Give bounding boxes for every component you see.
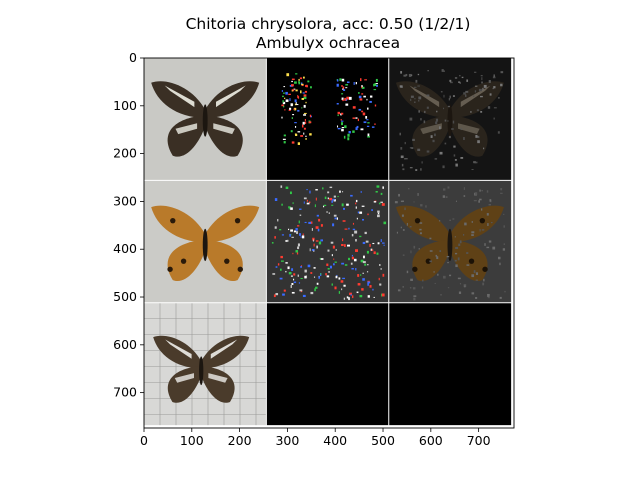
y-tick-label: 200 [113,146,137,161]
x-tick-label: 600 [419,433,443,448]
y-tick-label: 300 [113,193,137,208]
tile-r0-c1 [266,58,389,181]
y-tick-label: 400 [113,241,137,256]
tile-r1-c2 [388,180,512,303]
butterfly-shape [153,335,250,403]
x-tick-label: 300 [275,433,299,448]
saliency-speckles [281,73,312,145]
x-tick-label: 200 [228,433,252,448]
axes-frame [143,57,515,429]
tile-r2-c2 [388,302,512,426]
x-tick-label: 0 [140,433,148,448]
x-tick-label: 700 [467,433,491,448]
x-tick-label: 100 [180,433,204,448]
butterfly-shape [151,81,260,157]
tile-r0-c0 [144,58,267,181]
y-tick-label: 600 [113,337,137,352]
figure-title-line-1: Chitoria chrysolora, acc: 0.50 (1/2/1) [185,15,471,33]
saliency-speckles [336,78,378,141]
y-tick-label: 500 [113,289,137,304]
x-tick-label: 400 [323,433,347,448]
y-tick-label: 100 [113,98,137,113]
saliency-speckles [394,186,506,301]
butterfly-shape [395,205,504,282]
tile-r2-c1 [266,302,389,426]
butterfly-shape [151,205,260,282]
saliency-speckles [271,185,387,301]
tile-r1-c1 [266,180,389,303]
x-tick-label: 500 [371,433,395,448]
saliency-speckles [399,69,504,171]
tile-r2-c0 [144,302,267,426]
tile-r1-c0 [144,180,267,303]
tile-r0-c2 [388,58,512,181]
figure-title-line-2: Ambulyx ochracea [255,34,401,52]
y-tick-label: 0 [129,50,137,65]
y-tick-label: 700 [113,385,137,400]
